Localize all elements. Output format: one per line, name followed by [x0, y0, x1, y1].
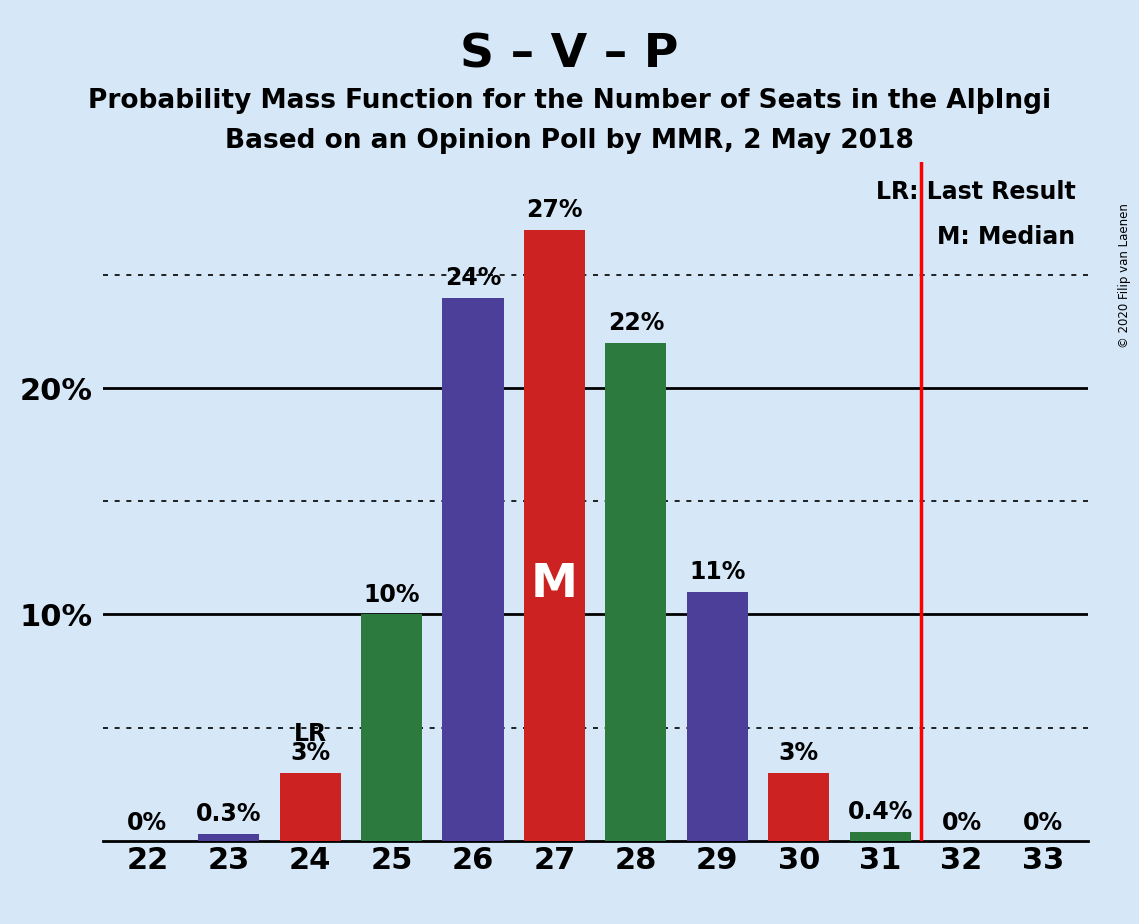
Text: Probability Mass Function for the Number of Seats in the AlþIngi: Probability Mass Function for the Number… [88, 88, 1051, 114]
Text: LR: Last Result: LR: Last Result [876, 180, 1075, 204]
Text: © 2020 Filip van Laenen: © 2020 Filip van Laenen [1118, 203, 1131, 348]
Text: 3%: 3% [290, 741, 330, 765]
Text: 24%: 24% [445, 265, 501, 289]
Bar [198, 834, 260, 841]
Bar [850, 832, 911, 841]
Bar [524, 230, 585, 841]
Text: 0%: 0% [942, 811, 982, 835]
Text: 0.4%: 0.4% [847, 800, 912, 824]
Bar [687, 592, 748, 841]
Text: S – V – P: S – V – P [460, 32, 679, 78]
Text: LR: LR [294, 722, 327, 746]
Bar [768, 772, 829, 841]
Text: 0%: 0% [128, 811, 167, 835]
Bar [442, 298, 503, 841]
Text: Based on an Opinion Poll by MMR, 2 May 2018: Based on an Opinion Poll by MMR, 2 May 2… [226, 128, 913, 153]
Text: 22%: 22% [607, 310, 664, 334]
Bar [279, 772, 341, 841]
Text: 27%: 27% [526, 198, 583, 222]
Text: 11%: 11% [689, 560, 745, 584]
Text: M: M [531, 562, 577, 607]
Bar [605, 343, 666, 841]
Text: M: Median: M: Median [937, 225, 1075, 249]
Bar [361, 614, 423, 841]
Text: 10%: 10% [363, 582, 420, 606]
Text: 0.3%: 0.3% [196, 802, 262, 826]
Text: 0%: 0% [1023, 811, 1063, 835]
Text: 3%: 3% [779, 741, 819, 765]
